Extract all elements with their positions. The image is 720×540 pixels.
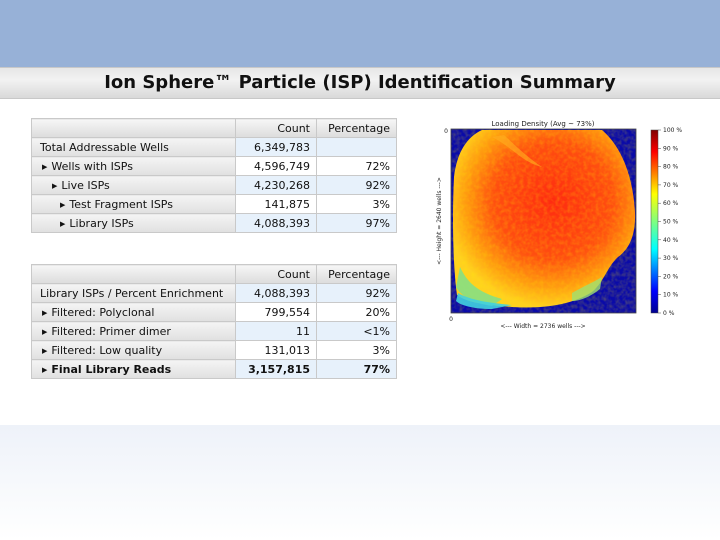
row-label: ▶ Filtered: Low quality [31, 340, 236, 360]
table-row: ▶ Library ISPs 4,088,393 97% [31, 213, 397, 233]
heatmap-y-axis-label: <--- Height = 2640 wells ---> [436, 177, 443, 265]
header-percentage: Percentage [316, 264, 397, 284]
row-count: 4,596,749 [235, 156, 317, 176]
row-percentage [316, 137, 397, 157]
row-percentage: 77% [316, 359, 397, 379]
row-count: 799,554 [235, 302, 317, 322]
header-percentage: Percentage [316, 118, 397, 138]
table-row: Library ISPs / Percent Enrichment 4,088,3… [31, 283, 397, 303]
row-label: ▶ Test Fragment ISPs [31, 194, 236, 214]
slide-title: Ion Sphere™ Particle (ISP) Identificatio… [104, 72, 616, 93]
table-row: ▶ Test Fragment ISPs 141,875 3% [31, 194, 397, 214]
heatmap-x-axis-label: <--- Width = 2736 wells ---> [500, 323, 585, 330]
bottom-gradient [0, 425, 720, 540]
heatmap-texture [451, 129, 636, 313]
title-bar [0, 67, 720, 99]
isp-summary-table: Count Percentage Total Addressable Wells… [31, 118, 397, 233]
colorbar-tick-label: 80 % [663, 164, 679, 171]
colorbar-tick-label: 0 % [663, 310, 675, 317]
loading-density-heatmap: Loading Density (Avg ~ 73%) 0 0 <--- Wid… [432, 117, 686, 333]
heatmap-edge-streak [572, 277, 602, 301]
library-enrichment-table: Count Percentage Library ISPs / Percent … [31, 264, 397, 379]
colorbar [650, 129, 659, 314]
colorbar-tick-label: 70 % [663, 182, 679, 189]
row-label-text: Live ISPs [61, 178, 110, 192]
colorbar-tick-label: 40 % [663, 237, 679, 244]
table-row: ▶ Live ISPs 4,230,268 92% [31, 175, 397, 195]
colorbar-tick-label: 20 % [663, 273, 679, 280]
table-row: ▶ Wells with ISPs 4,596,749 72% [31, 156, 397, 176]
colorbar-tick-label: 100 % [663, 127, 682, 134]
table-row: ▶ Filtered: Primer dimer 11 <1% [31, 321, 397, 341]
row-count: 4,088,393 [235, 213, 317, 233]
colorbar-tick-label: 60 % [663, 200, 679, 207]
heatmap-y0-label: 0 [444, 128, 448, 135]
colorbar-tick-label: 50 % [663, 219, 679, 226]
bullet-triangle-icon: ▶ [42, 327, 48, 336]
row-label-text: Wells with ISPs [51, 159, 133, 173]
heatmap-edge-streak [492, 135, 542, 167]
row-percentage: 92% [316, 283, 397, 303]
table-row: Total Addressable Wells 6,349,783 [31, 137, 397, 157]
heatmap-svg: Loading Density (Avg ~ 73%) 0 0 <--- Wid… [436, 120, 682, 330]
heatmap-x0-label: 0 [449, 316, 453, 323]
top-banner [0, 0, 720, 67]
row-label-text: Filtered: Polyclonal [51, 305, 155, 319]
colorbar-ticks: 100 % 90 % 80 % 70 % 60 % 50 % 40 % 30 % 20 % 10 … [658, 127, 682, 317]
bullet-triangle-icon: ▶ [42, 162, 48, 171]
row-label: ▶ Filtered: Primer dimer [31, 321, 236, 341]
row-percentage: 20% [316, 302, 397, 322]
header-blank [31, 264, 236, 284]
heatmap-edge-streak [456, 267, 502, 306]
bullet-triangle-icon: ▶ [42, 346, 48, 355]
row-percentage: 72% [316, 156, 397, 176]
table-row: ▶ Final Library Reads 3,157,815 77% [31, 359, 397, 379]
colorbar-tick-label: 90 % [663, 145, 679, 152]
heatmap-edge-streak [456, 293, 512, 309]
row-count: 6,349,783 [235, 137, 317, 157]
row-label: ▶ Wells with ISPs [31, 156, 236, 176]
row-percentage: <1% [316, 321, 397, 341]
row-percentage: 92% [316, 175, 397, 195]
heatmap-frame [450, 128, 637, 314]
header-blank [31, 118, 236, 138]
row-label-text: Library ISPs [69, 216, 134, 230]
row-percentage: 3% [316, 340, 397, 360]
row-count: 131,013 [235, 340, 317, 360]
row-label: Library ISPs / Percent Enrichment [31, 283, 236, 303]
row-label: Total Addressable Wells [31, 137, 236, 157]
heatmap-title: Loading Density (Avg ~ 73%) [492, 120, 595, 128]
table-header-row: Count Percentage [31, 118, 397, 138]
bullet-triangle-icon: ▶ [42, 365, 48, 374]
colorbar-tick-label: 30 % [663, 255, 679, 262]
header-count: Count [235, 118, 317, 138]
row-label-text: Filtered: Low quality [51, 343, 163, 357]
row-label: ▶ Filtered: Polyclonal [31, 302, 236, 322]
table-header-row: Count Percentage [31, 264, 397, 284]
row-count: 11 [235, 321, 317, 341]
row-percentage: 97% [316, 213, 397, 233]
row-label-text: Total Addressable Wells [40, 140, 169, 154]
row-label-text: Final Library Reads [51, 362, 172, 376]
row-count: 4,230,268 [235, 175, 317, 195]
bullet-triangle-icon: ▶ [60, 200, 66, 209]
table-row: ▶ Filtered: Low quality 131,013 3% [31, 340, 397, 360]
header-count: Count [235, 264, 317, 284]
row-count: 4,088,393 [235, 283, 317, 303]
row-label-text: Filtered: Primer dimer [51, 324, 171, 338]
row-label: ▶ Library ISPs [31, 213, 236, 233]
row-count: 3,157,815 [235, 359, 317, 379]
row-label-text: Library ISPs / Percent Enrichment [40, 286, 224, 300]
row-label: ▶ Live ISPs [31, 175, 236, 195]
row-percentage: 3% [316, 194, 397, 214]
colorbar-tick-label: 10 % [663, 292, 679, 299]
row-label-text: Test Fragment ISPs [69, 197, 173, 211]
row-count: 141,875 [235, 194, 317, 214]
row-label: ▶ Final Library Reads [31, 359, 236, 379]
bullet-triangle-icon: ▶ [60, 219, 66, 228]
bullet-triangle-icon: ▶ [52, 181, 58, 190]
bullet-triangle-icon: ▶ [42, 308, 48, 317]
table-row: ▶ Filtered: Polyclonal 799,554 20% [31, 302, 397, 322]
